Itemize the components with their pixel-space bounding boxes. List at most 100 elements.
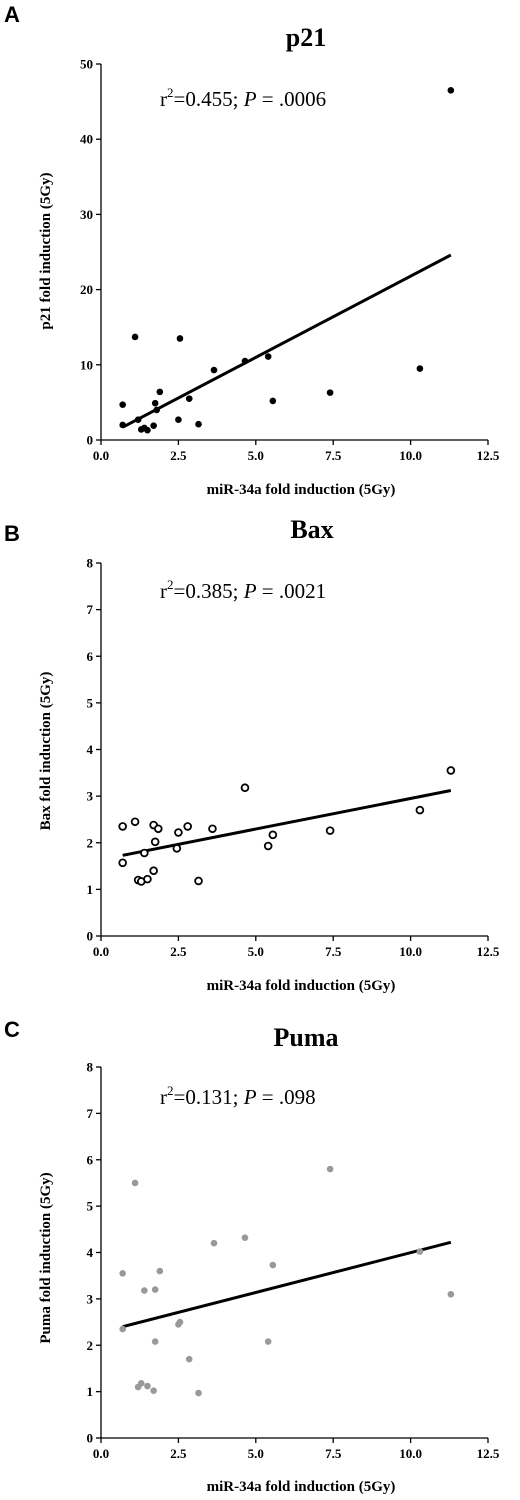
panel-b-title: Bax: [290, 515, 333, 544]
panel-c-p-value: = .098: [257, 1085, 316, 1109]
panel-c-x-tick-label: 10.0: [399, 1446, 422, 1461]
panel-a-regression-line: [121, 253, 452, 429]
panel-b-data-point: [446, 766, 456, 775]
panel-a-x-tick-label: 0.0: [93, 448, 109, 463]
panel-a-stats: r2=0.455; P = .0006: [160, 85, 326, 111]
panel-a-letter: A: [4, 2, 20, 27]
panel-b-data-point: [325, 826, 335, 835]
panel-c-data-point: [264, 1338, 272, 1345]
panel-b-stats: r2=0.385; P = .0021: [160, 577, 326, 603]
panel-a-x-tick-label: 7.5: [325, 448, 342, 463]
panel-b-x-tick-label: 7.5: [325, 944, 342, 959]
panel-a-data-point: [150, 422, 157, 430]
panel-c-data-point: [131, 1179, 139, 1187]
panel-a-r2-rest: =0.455;: [174, 87, 244, 111]
panel-a-p-value: = .0006: [257, 87, 327, 111]
panel-a-x-tick-label: 5.0: [248, 448, 264, 463]
panel-a-data-point: [119, 401, 126, 408]
panel-a-y-tick-label: 0: [87, 433, 94, 448]
panel-b-data-point: [268, 830, 278, 840]
panel-a-data-point: [153, 406, 161, 414]
panel-a-data-point: [416, 365, 424, 372]
panel-c-x-tick-label: 0.0: [93, 1446, 109, 1461]
panel-b-y-axis-label: Bax fold induction (5Gy): [38, 672, 54, 831]
panel-b-x-tick-label: 5.0: [248, 944, 264, 959]
panel-c-y-axis-label: Puma fold induction (5Gy): [38, 1172, 54, 1343]
panel-a-data-point: [175, 416, 182, 423]
panel-b-data-point: [150, 837, 160, 847]
panel-a-data-point: [156, 388, 164, 396]
panel-c-data-point: [137, 1379, 145, 1387]
panel-b-letter: B: [4, 521, 20, 546]
panel-a-data-point: [151, 399, 159, 407]
panel-b-data-point: [415, 805, 425, 815]
panel-c-data-point: [141, 1287, 148, 1294]
panel-b: B Bax r2=0.385; P = .0021 miR-34a fold i…: [4, 515, 500, 994]
panel-b-r2-rest: =0.385;: [174, 579, 244, 603]
panel-b-data-point: [172, 844, 182, 853]
panel-a-data-point: [264, 353, 272, 360]
panel-a-y-tick-label: 50: [80, 57, 93, 72]
panel-c-data-point: [326, 1165, 334, 1173]
panel-b-y-tick-label: 1: [87, 882, 94, 897]
panel-c-plot-area: 0.0 2.5 5.0 7.5 10.0 12.5 0 1 2 3 4 5 6 7 8: [87, 1060, 500, 1462]
panel-b-x-tick-label: 12.5: [477, 944, 500, 959]
panel-c-r2-sup: 2: [167, 1083, 174, 1098]
panel-b-y-tick-label: 3: [87, 789, 94, 804]
panel-a-y-axis-label: p21 fold induction (5Gy): [38, 172, 54, 329]
panel-c-data-point: [195, 1389, 202, 1397]
panel-c-y-tick-label: 2: [87, 1338, 94, 1353]
panel-c-y-tick-label: 3: [87, 1291, 94, 1306]
panel-a-data-point: [210, 366, 218, 374]
panel-b-y-tick-label: 5: [87, 695, 94, 710]
panel-c-data-point: [185, 1355, 193, 1363]
panel-b-data-point: [118, 822, 127, 831]
panel-c-data-point: [119, 1270, 126, 1277]
panel-c-y-tick-label: 1: [87, 1384, 94, 1399]
panel-c-data-point: [156, 1267, 164, 1275]
panel-a-title: p21: [286, 23, 326, 52]
panel-c-data-point: [176, 1318, 184, 1326]
panel-c: C Puma r2=0.131; P = .098 miR-34a fold i…: [4, 1017, 500, 1495]
panel-a-data-point: [269, 397, 277, 405]
panel-b-y-tick-label: 7: [87, 602, 94, 617]
panel-a-x-tick-label: 2.5: [170, 448, 187, 463]
panel-a-data-point: [185, 395, 193, 402]
panel-b-data-point: [174, 828, 183, 837]
panel-b-data-point: [143, 874, 152, 884]
panel-c-y-tick-label: 6: [87, 1152, 94, 1167]
panel-a-y-tick-label: 30: [80, 207, 93, 222]
panel-c-title: Puma: [274, 1023, 339, 1052]
panel-b-r2-prefix: r: [160, 579, 167, 603]
panel-a-data-point: [176, 335, 184, 342]
panel-b-x-tick-label: 2.5: [170, 944, 187, 959]
panel-c-p-label: P: [243, 1085, 257, 1109]
panel-c-x-tick-label: 2.5: [170, 1446, 187, 1461]
panel-c-stats: r2=0.131; P = .098: [160, 1083, 316, 1109]
panel-a-data-point: [326, 389, 334, 396]
panel-c-y-tick-label: 7: [87, 1106, 94, 1121]
panel-c-y-tick-label: 5: [87, 1199, 94, 1214]
panel-c-data-point: [269, 1261, 277, 1269]
panel-b-data-point: [153, 824, 163, 834]
panel-b-y-tick-label: 6: [87, 649, 94, 664]
panel-c-x-tick-label: 12.5: [477, 1446, 500, 1461]
panel-b-y-tick-label: 8: [87, 556, 94, 571]
panel-c-y-tick-label: 0: [87, 1431, 94, 1446]
panel-a-data-point: [241, 357, 249, 365]
panel-a: A p21 r2=0.455; P = .0006 miR-34a fold i…: [4, 2, 500, 498]
panel-c-data-point: [447, 1290, 455, 1298]
panel-a-r2-prefix: r: [160, 87, 167, 111]
panel-b-regression-line: [122, 789, 452, 857]
panel-a-data-point: [447, 87, 455, 94]
panel-c-y-tick-label: 8: [87, 1060, 94, 1075]
panel-a-x-tick-label: 12.5: [477, 448, 500, 463]
panel-a-plot-area: 0.0 2.5 5.0 7.5 10.0 12.5 0 10 20 30 40 50: [80, 57, 500, 464]
panel-b-x-axis-label: miR-34a fold induction (5Gy): [207, 978, 396, 994]
panel-c-x-axis-label: miR-34a fold induction (5Gy): [207, 1479, 396, 1495]
panel-b-y-tick-label: 0: [87, 929, 94, 944]
panel-b-plot-area: 0.0 2.5 5.0 7.5 10.0 12.5 0 1 2 3 4 5 6 7 8: [87, 556, 500, 960]
panel-a-x-axis-label: miR-34a fold induction (5Gy): [207, 482, 396, 498]
panel-a-y-tick-label: 20: [80, 282, 93, 297]
